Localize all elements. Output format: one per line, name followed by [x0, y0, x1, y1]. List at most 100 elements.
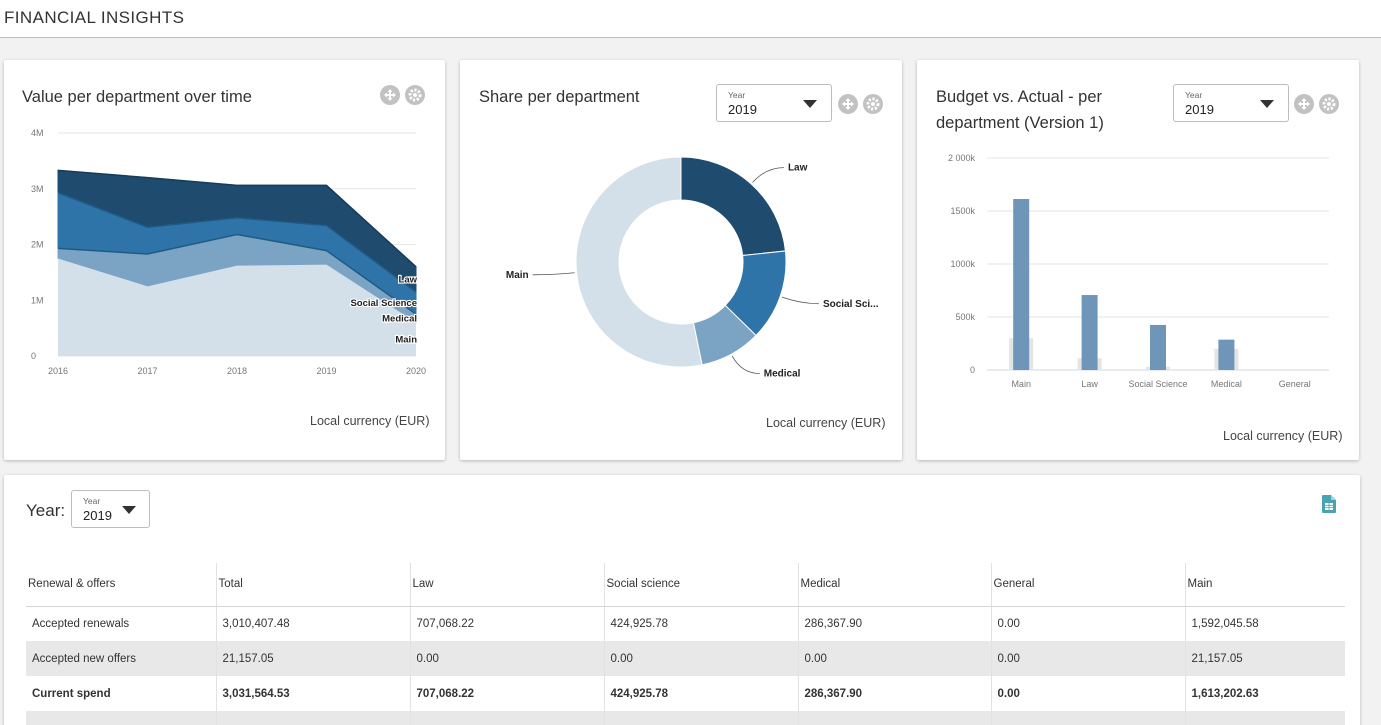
table-cell: 21,157.05	[215, 641, 410, 676]
bar-chart: 0 500k 1000k 1500k 2 000k Main Law Social Scien…	[948, 153, 1329, 389]
x-tick-label: Main	[1011, 379, 1031, 389]
donut-slice-label: Main	[506, 270, 529, 281]
x-tick-label: 2016	[48, 366, 68, 376]
y-tick-label: 3M	[31, 184, 44, 194]
column-header: Social science	[603, 563, 798, 607]
donut-chart-title: Share per department	[479, 88, 640, 106]
area-series-line	[57, 191, 417, 293]
move-icon[interactable]	[838, 94, 858, 114]
area-chart-title: Value per department over time	[22, 88, 252, 106]
area-end-label: Law	[399, 274, 418, 285]
gear-icon[interactable]	[863, 94, 883, 114]
table-cell: 0.00	[990, 676, 1185, 711]
table-cell: 286,367.90	[797, 676, 991, 711]
donut-slice-label: Law	[788, 163, 808, 174]
table-cell: 286,367.90	[797, 606, 991, 641]
table-year-select[interactable]: Year 2019	[71, 490, 150, 528]
table-row: Accepted new offers 21,157.05 0.00 0.00 …	[26, 641, 1345, 676]
gear-icon[interactable]	[1319, 94, 1339, 114]
table-cell: 3,031,564.53	[215, 676, 410, 711]
area-series-line	[57, 169, 417, 268]
bar-year-select[interactable]: Year 2019	[1173, 84, 1289, 122]
table-header-row: Renewal & offers Total Law Social scienc…	[26, 563, 1345, 607]
table-cell: 0.00	[797, 641, 991, 676]
donut-slice-law	[680, 156, 786, 257]
table-cell: Accepted renewals	[32, 617, 130, 630]
table-cell: 0.00	[990, 641, 1185, 676]
area-end-label: Medical	[382, 313, 417, 324]
table-cell: 0.00	[603, 641, 798, 676]
year-select-label: Year	[1185, 90, 1203, 100]
donut-chart-card: Share per department Year 2019 Law Social…	[460, 60, 902, 460]
table-cell: Current spend	[32, 687, 111, 700]
table-cell: 1,613,202.63	[1184, 676, 1345, 711]
table-row: Accepted renewals 3,010,407.48 707,068.2…	[26, 606, 1345, 641]
actual-bar	[1150, 324, 1166, 370]
actual-bar	[1013, 199, 1030, 370]
donut-year-select[interactable]: Year 2019	[716, 84, 832, 122]
y-tick-label: 1000k	[950, 259, 975, 269]
column-header: Renewal & offers	[26, 563, 216, 607]
spreadsheet-export-icon[interactable]	[1322, 495, 1336, 513]
area-chart-currency: Local currency (EUR)	[310, 414, 430, 428]
table-year-label: Year:	[26, 501, 66, 520]
table-cell: 1,592,045.58	[1184, 606, 1345, 641]
bar-chart-card: Budget vs. Actual - per department (Vers…	[917, 60, 1359, 460]
y-tick-label: 1500k	[950, 206, 975, 216]
column-header: Law	[409, 563, 604, 607]
year-select-value: 2019	[728, 102, 757, 117]
donut-chart-currency: Local currency (EUR)	[766, 416, 886, 430]
donut-leader-line	[752, 167, 784, 183]
y-tick-label: 4M	[31, 128, 44, 138]
column-header: Main	[1184, 563, 1345, 607]
table-cell: 21,157.05	[1184, 641, 1345, 676]
x-tick-label: Social Science	[1128, 379, 1187, 389]
table-cell: 707,068.22	[409, 606, 604, 641]
year-select-label: Year	[728, 90, 746, 100]
gear-icon[interactable]	[405, 85, 425, 105]
caret-down-icon	[803, 100, 817, 108]
donut-slice-label: Medical	[764, 369, 801, 380]
table-card: Year: Year 2019 Renewal & offers Total L…	[4, 475, 1360, 725]
x-tick-label: 2019	[316, 366, 336, 376]
table-cell: 424,925.78	[603, 676, 798, 711]
move-icon[interactable]	[1294, 94, 1314, 114]
bar-chart-currency: Local currency (EUR)	[1223, 429, 1343, 443]
x-tick-label: Medical	[1211, 379, 1242, 389]
move-icon[interactable]	[380, 85, 400, 105]
table-cell: 3,010,407.48	[215, 606, 410, 641]
area-series-main	[58, 258, 416, 356]
financial-table: Renewal & offers Total Law Social scienc…	[26, 563, 1345, 725]
area-end-label: Social Science	[350, 298, 417, 309]
table-row	[26, 711, 1345, 725]
page-header: FINANCIAL INSIGHTS	[0, 0, 1381, 38]
actual-bar	[1081, 295, 1098, 370]
y-tick-label: 0	[970, 365, 975, 375]
y-tick-label: 2M	[31, 240, 44, 250]
bar-chart-title-line2: department (Version 1)	[936, 114, 1104, 132]
x-tick-label: 2018	[227, 366, 247, 376]
area-series-line	[57, 233, 417, 315]
y-tick-label: 0	[31, 351, 36, 361]
table-cell: 0.00	[409, 641, 604, 676]
year-select-value: 2019	[1185, 102, 1214, 117]
column-header: Medical	[797, 563, 991, 607]
area-end-label: Main	[395, 334, 417, 345]
donut-leader-line	[731, 355, 760, 374]
page-title: FINANCIAL INSIGHTS	[4, 8, 185, 27]
x-tick-label: 2017	[137, 366, 157, 376]
x-tick-label: 2020	[406, 366, 426, 376]
actual-bar	[1218, 339, 1235, 370]
table-cell: 0.00	[990, 606, 1185, 641]
table-cell: 707,068.22	[409, 676, 604, 711]
table-cell: Accepted new offers	[26, 641, 216, 676]
column-header: General	[990, 563, 1185, 607]
column-header: Total	[215, 563, 410, 607]
y-tick-label: 2 000k	[948, 153, 976, 163]
caret-down-icon	[122, 506, 136, 514]
donut-chart: Law Social Sci... Medical Main	[506, 156, 879, 380]
area-chart: 0 1M 2M 3M 4M 2016 2017 2018 2019 2020 Main Medical…	[31, 128, 426, 376]
donut-leader-line	[532, 272, 575, 276]
x-tick-label: General	[1279, 379, 1311, 389]
year-select-label: Year	[83, 496, 101, 506]
